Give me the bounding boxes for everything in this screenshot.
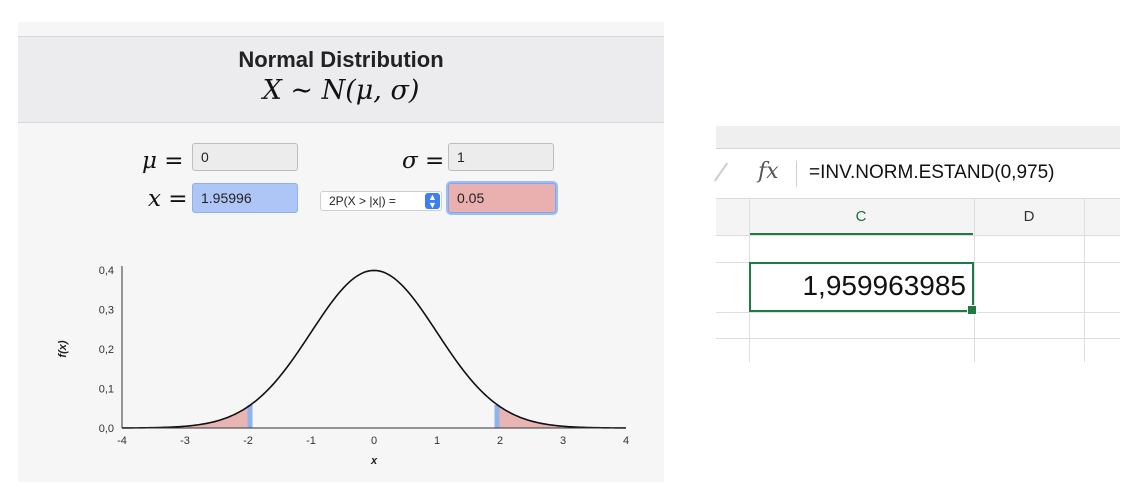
probability-type-label: 2P(X > |x|) =	[329, 194, 396, 208]
y-axis-label: f(x)	[57, 340, 69, 357]
y-tick-label: 0,1	[99, 384, 114, 396]
y-tick-label: 0,4	[99, 265, 114, 277]
formula-bar-divider	[796, 161, 797, 187]
probability-type-select[interactable]: 2P(X > |x|) = ▲ ▼	[320, 191, 442, 211]
column-header-d[interactable]: D	[1023, 208, 1035, 225]
x-label: x =	[148, 186, 188, 212]
x-tick-label: 3	[560, 435, 566, 447]
x-input[interactable]: 1.95996	[192, 183, 298, 213]
mu-input[interactable]: 0	[192, 143, 298, 171]
grid-line	[974, 198, 975, 362]
spreadsheet-window: fx =INV.NORM.ESTAND(0,975) C D 1,9599639…	[713, 126, 1120, 362]
selected-cell-c[interactable]: 1,959963985	[749, 262, 977, 315]
sheet-toolbar-strip	[716, 126, 1120, 149]
y-tick-label: 0,3	[99, 305, 114, 317]
x-tick-label: -3	[180, 435, 190, 447]
select-stepper-icon: ▲ ▼	[425, 193, 440, 210]
x-tick-label: -2	[243, 435, 253, 447]
grid-line	[1084, 198, 1085, 362]
left-critical-marker	[247, 404, 253, 428]
distribution-formula: X ∼ N(μ, σ)	[262, 75, 420, 106]
x-axis-label: x	[370, 455, 378, 467]
calculator-title: Normal Distribution	[238, 47, 444, 72]
sigma-input[interactable]: 1	[448, 143, 554, 171]
x-tick-label: -4	[117, 435, 127, 447]
right-tail-area	[497, 404, 626, 428]
fx-icon[interactable]: fx	[758, 159, 779, 184]
x-tick-label: -1	[306, 435, 316, 447]
fill-handle[interactable]	[967, 305, 977, 315]
x-tick-label: 2	[497, 435, 503, 447]
probability-input[interactable]: 0.05	[448, 183, 556, 213]
mu-label: μ =	[142, 148, 184, 174]
x-tick-label: 4	[623, 435, 629, 447]
grid-line	[716, 338, 1120, 339]
left-tail-area	[122, 404, 251, 428]
right-critical-marker	[494, 404, 500, 428]
edit-pencil-icon	[713, 162, 729, 182]
normal-distribution-calculator: Normal Distribution X ∼ N(μ, σ) μ = 0 σ …	[18, 22, 664, 482]
formula-bar[interactable]: fx =INV.NORM.ESTAND(0,975)	[713, 149, 1120, 197]
x-tick-label: 0	[371, 435, 377, 447]
density-plot: -4 -3 -2 -1 0 1 2 3 4 0,0 0,1 0,2 0,3 0,4 f(x) x	[57, 265, 629, 467]
cell-value: 1,959963985	[802, 270, 966, 301]
calculator-header: Normal Distribution X ∼ N(μ, σ)	[18, 36, 664, 123]
y-tick-label: 0,0	[99, 423, 114, 435]
grid-line	[716, 312, 1120, 313]
formula-text[interactable]: =INV.NORM.ESTAND(0,975)	[809, 162, 1055, 183]
y-tick-label: 0,2	[99, 344, 114, 356]
sigma-label: σ =	[402, 148, 445, 174]
x-tick-label: 1	[434, 435, 440, 447]
column-header-row: C D	[716, 198, 1120, 236]
column-header-c[interactable]: C	[749, 199, 973, 235]
density-curve	[121, 269, 627, 429]
